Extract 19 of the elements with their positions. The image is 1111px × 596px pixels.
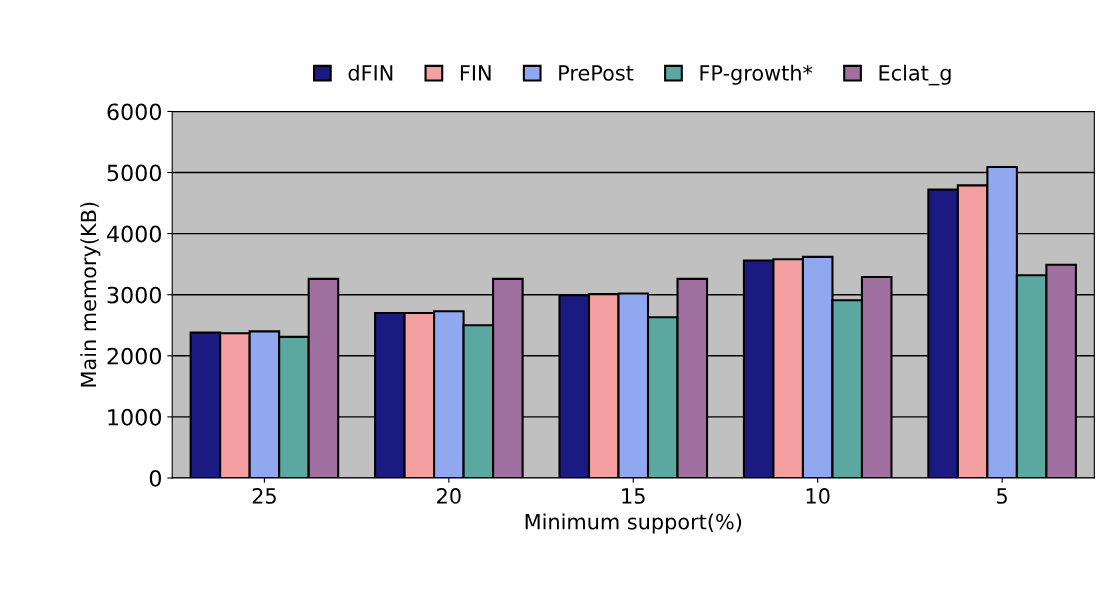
x-tick-label: 25 [252, 488, 276, 504]
legend-label: Eclat_g [879, 64, 951, 86]
legend-label: FIN [460, 65, 491, 81]
y-tick-label: 0 [149, 469, 162, 487]
x-tick-label: 20 [437, 488, 461, 504]
x-tick-label: 5 [997, 488, 1007, 504]
y-axis-title: Main memory(KB) [80, 202, 101, 387]
y-tick-label: 6000 [107, 103, 162, 121]
y-tick-label: 1000 [108, 408, 162, 426]
y-tick-label: 4000 [107, 225, 162, 243]
x-tick-label: 10 [806, 488, 830, 504]
y-tick-label: 2000 [107, 347, 162, 365]
y-tick-label: 5000 [107, 164, 162, 182]
x-axis-title: Minimum support(%) [525, 513, 742, 534]
y-tick-label: 3000 [107, 286, 162, 304]
legend-label: FP-growth* [700, 64, 813, 85]
legend-label: PrePost [559, 65, 634, 81]
x-tick-label: 15 [622, 488, 645, 504]
legend-label: dFIN [348, 64, 393, 81]
